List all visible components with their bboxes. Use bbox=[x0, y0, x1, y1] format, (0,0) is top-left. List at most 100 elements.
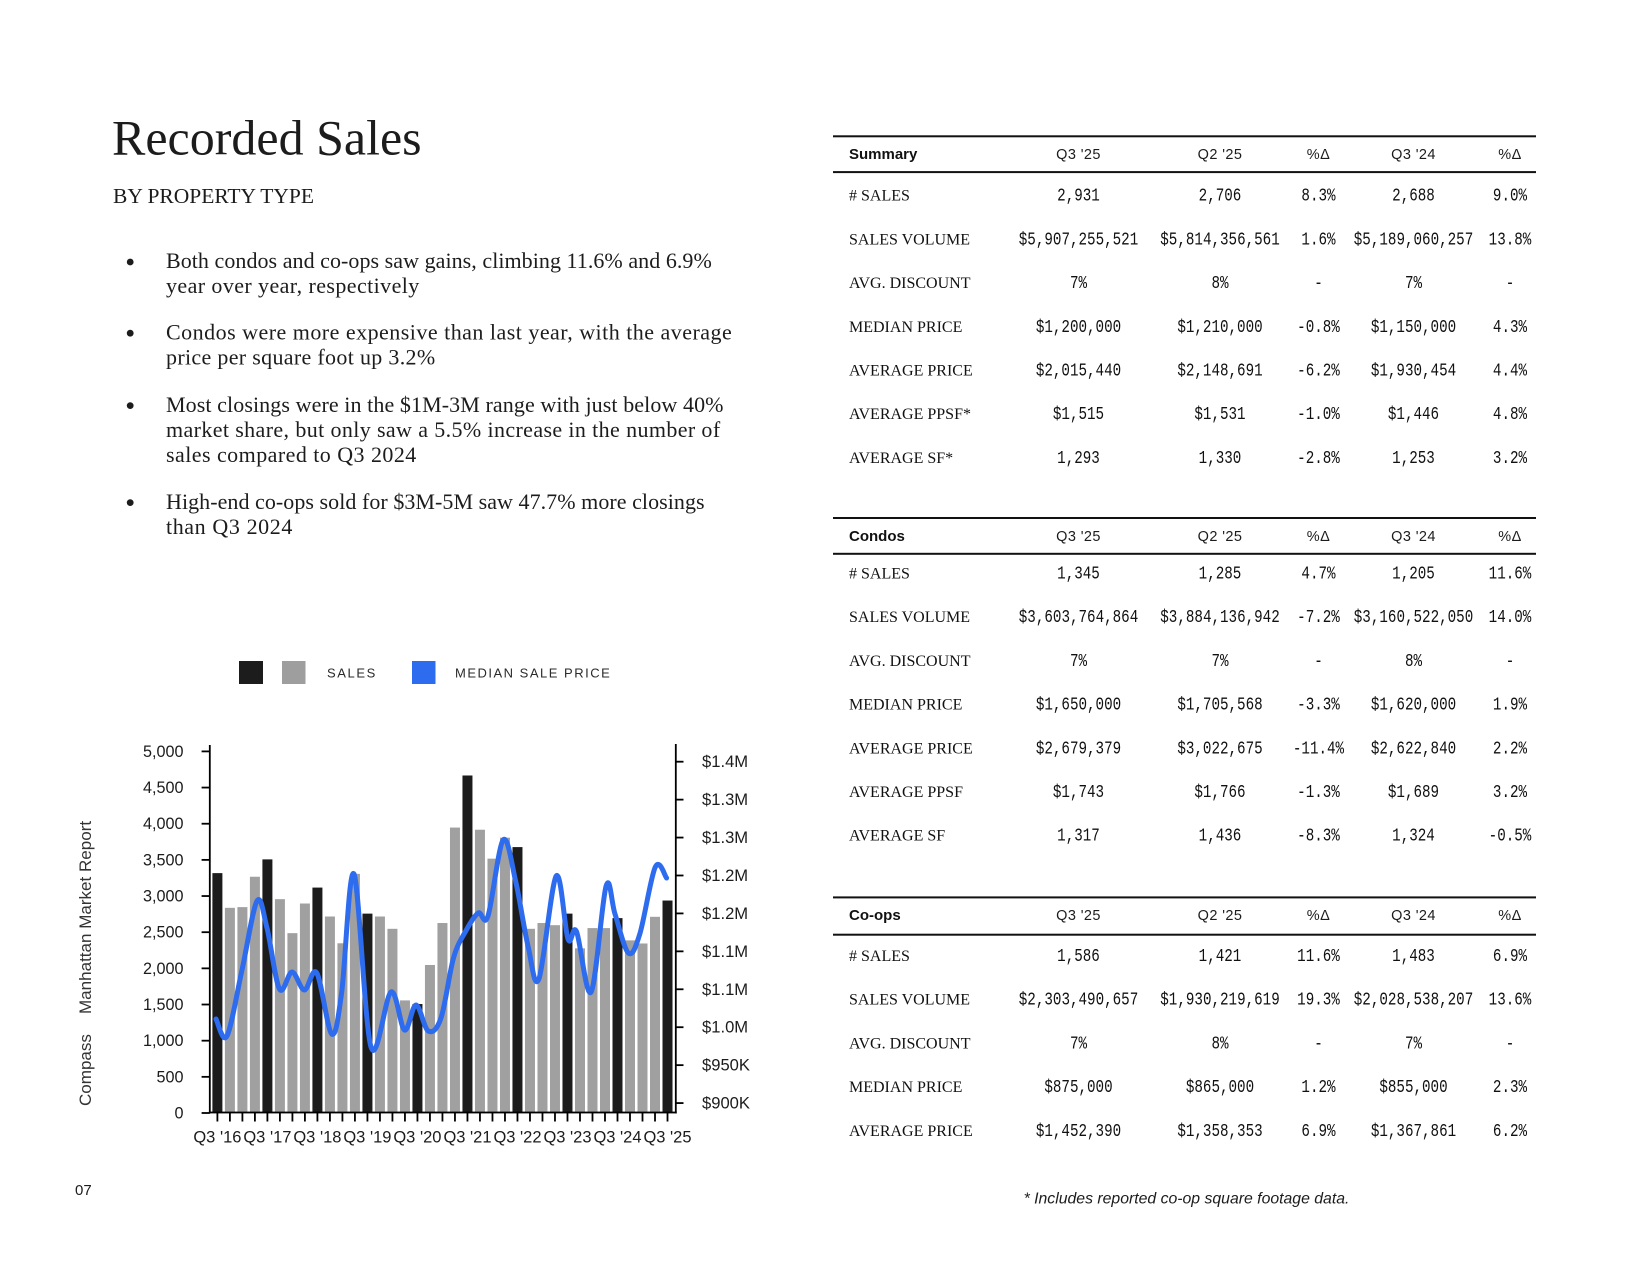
svg-text:-: - bbox=[1506, 650, 1515, 671]
svg-text:2,688: 2,688 bbox=[1392, 185, 1435, 206]
svg-text:6.9%: 6.9% bbox=[1493, 945, 1527, 966]
svg-text:Recorded Sales: Recorded Sales bbox=[112, 110, 422, 166]
svg-text:8%: 8% bbox=[1211, 1033, 1228, 1054]
svg-text:1,345: 1,345 bbox=[1057, 563, 1100, 584]
svg-text:1.9%: 1.9% bbox=[1493, 694, 1527, 715]
svg-text:%Δ: %Δ bbox=[1498, 147, 1521, 163]
svg-text:MEDIAN PRICE: MEDIAN PRICE bbox=[849, 1079, 962, 1096]
svg-text:AVERAGE PRICE: AVERAGE PRICE bbox=[849, 740, 973, 757]
svg-text:AVG. DISCOUNT: AVG. DISCOUNT bbox=[849, 275, 971, 292]
svg-text:Q3 '25: Q3 '25 bbox=[643, 1129, 691, 1147]
svg-text:$3,022,675: $3,022,675 bbox=[1177, 738, 1262, 759]
svg-text:Condos: Condos bbox=[849, 528, 905, 545]
svg-text:$1,743: $1,743 bbox=[1053, 781, 1104, 802]
svg-text:Q3 '25: Q3 '25 bbox=[1056, 529, 1101, 545]
svg-text:1,586: 1,586 bbox=[1057, 945, 1100, 966]
svg-text:$1,930,454: $1,930,454 bbox=[1371, 360, 1456, 381]
svg-text:$1,452,390: $1,452,390 bbox=[1036, 1120, 1121, 1141]
svg-text:$1,705,568: $1,705,568 bbox=[1177, 694, 1262, 715]
svg-text:$1.3M: $1.3M bbox=[702, 828, 748, 847]
svg-text:Condos were more expensive tha: Condos were more expensive than last yea… bbox=[166, 319, 732, 344]
svg-text:4.4%: 4.4% bbox=[1493, 360, 1527, 381]
svg-text:Q3 '19: Q3 '19 bbox=[343, 1129, 391, 1147]
svg-text:price per square foot up 3.2%: price per square foot up 3.2% bbox=[166, 344, 436, 369]
svg-text:1,483: 1,483 bbox=[1392, 945, 1435, 966]
svg-text:7%: 7% bbox=[1211, 650, 1228, 671]
svg-text:SALES: SALES bbox=[327, 665, 377, 680]
svg-text:13.8%: 13.8% bbox=[1489, 229, 1532, 250]
svg-text:AVERAGE SF*: AVERAGE SF* bbox=[849, 450, 953, 467]
svg-text:$1,200,000: $1,200,000 bbox=[1036, 316, 1121, 337]
svg-text:1,317: 1,317 bbox=[1057, 825, 1100, 846]
svg-text:$3,884,136,942: $3,884,136,942 bbox=[1160, 607, 1279, 628]
svg-text:AVERAGE SF: AVERAGE SF bbox=[849, 828, 945, 845]
svg-text:$5,907,255,521: $5,907,255,521 bbox=[1019, 229, 1138, 250]
svg-text:Manhattan Market Report: Manhattan Market Report bbox=[76, 821, 95, 1014]
svg-text:14.0%: 14.0% bbox=[1489, 607, 1532, 628]
svg-text:SALES VOLUME: SALES VOLUME bbox=[849, 992, 970, 1009]
svg-text:AVERAGE PPSF: AVERAGE PPSF bbox=[849, 784, 963, 801]
svg-text:1,324: 1,324 bbox=[1392, 825, 1435, 846]
svg-text:than Q3 2024: than Q3 2024 bbox=[166, 514, 293, 539]
svg-text:$3,603,764,864: $3,603,764,864 bbox=[1019, 607, 1138, 628]
svg-text:$2,028,538,207: $2,028,538,207 bbox=[1354, 989, 1473, 1010]
svg-text:$5,189,060,257: $5,189,060,257 bbox=[1354, 229, 1473, 250]
svg-text:-: - bbox=[1314, 650, 1323, 671]
svg-text:07: 07 bbox=[75, 1182, 92, 1199]
svg-text:3,000: 3,000 bbox=[143, 888, 184, 906]
svg-text:2.3%: 2.3% bbox=[1493, 1077, 1527, 1098]
svg-text:1,436: 1,436 bbox=[1199, 825, 1242, 846]
svg-text:13.6%: 13.6% bbox=[1489, 989, 1532, 1010]
svg-text:$865,000: $865,000 bbox=[1186, 1077, 1254, 1098]
svg-text:$900K: $900K bbox=[702, 1094, 750, 1113]
svg-text:Compass: Compass bbox=[76, 1034, 95, 1106]
svg-text:MEDIAN SALE PRICE: MEDIAN SALE PRICE bbox=[455, 665, 611, 680]
svg-text:$1,358,353: $1,358,353 bbox=[1177, 1120, 1262, 1141]
svg-text:$1.3M: $1.3M bbox=[702, 790, 748, 809]
svg-text:$1.0M: $1.0M bbox=[702, 1018, 748, 1037]
svg-text:7%: 7% bbox=[1405, 1033, 1422, 1054]
svg-text:$1,367,861: $1,367,861 bbox=[1371, 1120, 1456, 1141]
svg-text:# SALES: # SALES bbox=[849, 566, 910, 583]
svg-text:-6.2%: -6.2% bbox=[1297, 360, 1340, 381]
svg-text:11.6%: 11.6% bbox=[1297, 945, 1340, 966]
svg-text:1,293: 1,293 bbox=[1057, 447, 1100, 468]
svg-text:%Δ: %Δ bbox=[1498, 908, 1521, 924]
svg-text:# SALES: # SALES bbox=[849, 188, 910, 205]
svg-text:9.0%: 9.0% bbox=[1493, 185, 1527, 206]
svg-text:6.9%: 6.9% bbox=[1301, 1120, 1335, 1141]
svg-text:1.6%: 1.6% bbox=[1301, 229, 1335, 250]
svg-text:Q2 '25: Q2 '25 bbox=[1198, 908, 1243, 924]
svg-text:AVERAGE PRICE: AVERAGE PRICE bbox=[849, 1123, 973, 1140]
svg-text:sales compared to Q3 2024: sales compared to Q3 2024 bbox=[166, 442, 417, 467]
svg-text:1,205: 1,205 bbox=[1392, 563, 1435, 584]
svg-text:4.8%: 4.8% bbox=[1493, 404, 1527, 425]
svg-text:3.2%: 3.2% bbox=[1493, 781, 1527, 802]
svg-text:$1.1M: $1.1M bbox=[702, 942, 748, 961]
svg-text:$1,210,000: $1,210,000 bbox=[1177, 316, 1262, 337]
svg-text:-7.2%: -7.2% bbox=[1297, 607, 1340, 628]
svg-text:1,253: 1,253 bbox=[1392, 447, 1435, 468]
svg-text:-2.8%: -2.8% bbox=[1297, 447, 1340, 468]
svg-text:$1,650,000: $1,650,000 bbox=[1036, 694, 1121, 715]
svg-text:4.7%: 4.7% bbox=[1301, 563, 1335, 584]
svg-text:Q3 '23: Q3 '23 bbox=[543, 1129, 591, 1147]
svg-text:Q3 '16: Q3 '16 bbox=[193, 1129, 241, 1147]
svg-text:7%: 7% bbox=[1405, 273, 1422, 294]
svg-text:$1.2M: $1.2M bbox=[702, 866, 748, 885]
svg-text:8%: 8% bbox=[1405, 650, 1422, 671]
svg-text:11.6%: 11.6% bbox=[1489, 563, 1532, 584]
svg-text:MEDIAN PRICE: MEDIAN PRICE bbox=[849, 319, 962, 336]
svg-text:1,500: 1,500 bbox=[143, 996, 184, 1014]
svg-text:8%: 8% bbox=[1211, 273, 1228, 294]
svg-text:2,500: 2,500 bbox=[143, 924, 184, 942]
svg-text:2,931: 2,931 bbox=[1057, 185, 1100, 206]
svg-text:AVERAGE PPSF*: AVERAGE PPSF* bbox=[849, 406, 971, 423]
svg-text:Q3 '24: Q3 '24 bbox=[593, 1129, 641, 1147]
svg-text:SALES VOLUME: SALES VOLUME bbox=[849, 231, 970, 248]
svg-text:$1.4M: $1.4M bbox=[702, 752, 748, 771]
svg-text:Q3 '24: Q3 '24 bbox=[1391, 908, 1436, 924]
svg-text:$1,620,000: $1,620,000 bbox=[1371, 694, 1456, 715]
svg-text:-8.3%: -8.3% bbox=[1297, 825, 1340, 846]
svg-text:Summary: Summary bbox=[849, 146, 918, 163]
